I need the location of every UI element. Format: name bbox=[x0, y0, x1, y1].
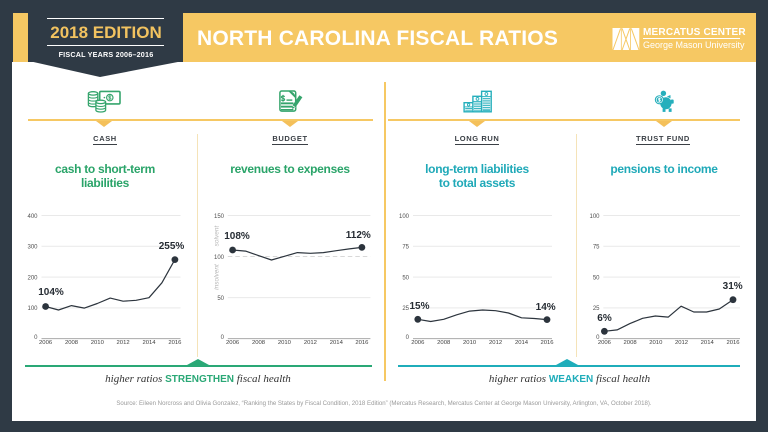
svg-text:150: 150 bbox=[214, 214, 225, 220]
svg-text:2016: 2016 bbox=[168, 340, 182, 346]
svg-text:2010: 2010 bbox=[91, 340, 105, 346]
svg-text:200: 200 bbox=[27, 275, 38, 281]
svg-text:2014: 2014 bbox=[142, 340, 156, 346]
svg-text:2008: 2008 bbox=[437, 340, 451, 346]
svg-text:400: 400 bbox=[27, 214, 38, 220]
svg-text:2010: 2010 bbox=[463, 340, 477, 346]
svg-text:25: 25 bbox=[593, 306, 600, 312]
svg-text:2012: 2012 bbox=[117, 340, 130, 346]
svg-text:2012: 2012 bbox=[675, 340, 688, 346]
svg-text:50: 50 bbox=[402, 275, 409, 281]
svg-text:50: 50 bbox=[217, 296, 224, 302]
svg-text:75: 75 bbox=[402, 245, 409, 251]
svg-text:0: 0 bbox=[221, 335, 225, 341]
svg-text:2014: 2014 bbox=[701, 340, 715, 346]
svg-text:insolvent: insolvent bbox=[214, 263, 221, 290]
svg-text:100: 100 bbox=[589, 214, 600, 220]
svg-text:2014: 2014 bbox=[515, 340, 529, 346]
svg-text:solvent: solvent bbox=[214, 225, 221, 247]
svg-text:2016: 2016 bbox=[726, 340, 740, 346]
svg-text:2006: 2006 bbox=[411, 340, 425, 346]
svg-text:100: 100 bbox=[214, 255, 225, 261]
svg-text:2008: 2008 bbox=[252, 340, 266, 346]
svg-text:2006: 2006 bbox=[598, 340, 612, 346]
svg-text:2016: 2016 bbox=[540, 340, 554, 346]
svg-text:50: 50 bbox=[593, 275, 600, 281]
svg-text:2008: 2008 bbox=[624, 340, 638, 346]
svg-text:2006: 2006 bbox=[39, 340, 53, 346]
svg-text:75: 75 bbox=[593, 245, 600, 251]
svg-text:25: 25 bbox=[402, 306, 409, 312]
svg-text:2010: 2010 bbox=[649, 340, 663, 346]
svg-text:2014: 2014 bbox=[330, 340, 344, 346]
svg-text:0: 0 bbox=[596, 335, 600, 341]
svg-text:2006: 2006 bbox=[226, 340, 240, 346]
svg-text:2010: 2010 bbox=[278, 340, 292, 346]
svg-text:100: 100 bbox=[399, 214, 410, 220]
svg-text:2012: 2012 bbox=[489, 340, 502, 346]
svg-text:100: 100 bbox=[27, 306, 38, 312]
svg-text:2016: 2016 bbox=[355, 340, 369, 346]
svg-text:0: 0 bbox=[406, 335, 410, 341]
svg-text:2012: 2012 bbox=[304, 340, 317, 346]
svg-text:0: 0 bbox=[34, 335, 38, 341]
svg-text:300: 300 bbox=[27, 245, 38, 251]
svg-text:2008: 2008 bbox=[65, 340, 79, 346]
